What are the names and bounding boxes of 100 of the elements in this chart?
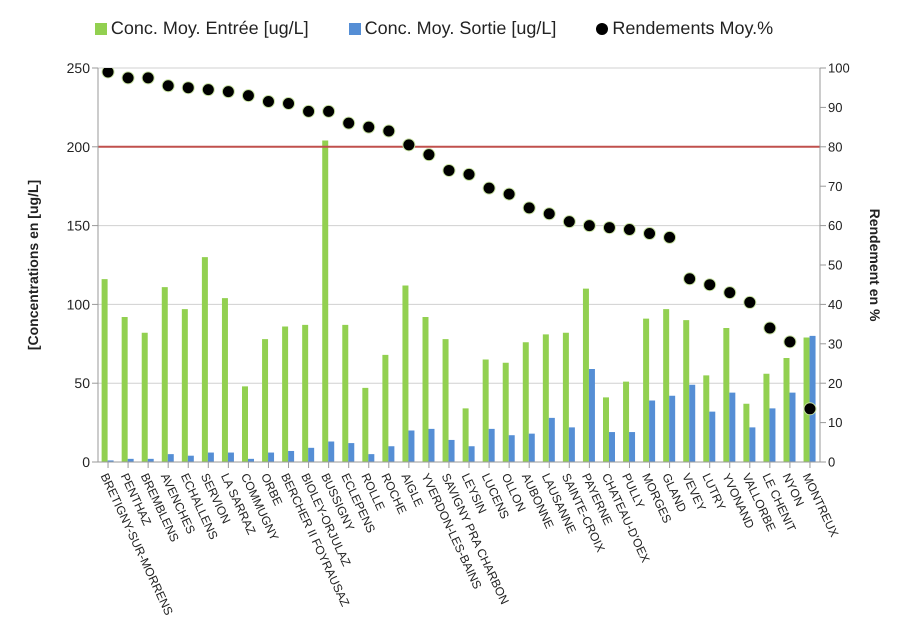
bar bbox=[709, 412, 716, 462]
y-tick-label: 100 bbox=[66, 296, 90, 312]
bar bbox=[603, 397, 609, 462]
bar bbox=[542, 334, 549, 462]
bar bbox=[462, 408, 469, 462]
bar bbox=[202, 257, 208, 462]
point bbox=[122, 71, 135, 84]
point bbox=[783, 335, 796, 348]
bar bbox=[228, 452, 234, 462]
point bbox=[743, 296, 756, 309]
bar bbox=[488, 428, 495, 462]
bar bbox=[342, 324, 348, 462]
bar bbox=[582, 288, 589, 462]
point bbox=[362, 120, 376, 134]
point bbox=[803, 402, 816, 416]
bar bbox=[743, 404, 750, 462]
point bbox=[643, 226, 656, 240]
point bbox=[482, 182, 496, 195]
y2-tick-label: 0 bbox=[828, 454, 836, 470]
point bbox=[663, 230, 676, 244]
bar bbox=[442, 339, 449, 462]
bar bbox=[723, 328, 730, 462]
y2-tick-label: 70 bbox=[828, 178, 842, 194]
bar bbox=[703, 375, 710, 462]
bar bbox=[162, 287, 168, 462]
y2-tick-label: 100 bbox=[828, 60, 850, 76]
bar bbox=[689, 384, 696, 462]
point bbox=[562, 215, 576, 228]
point bbox=[602, 221, 616, 234]
bar bbox=[502, 362, 509, 462]
point bbox=[382, 124, 396, 138]
bar bbox=[729, 392, 736, 462]
point bbox=[502, 188, 516, 201]
y2-tick-label: 50 bbox=[828, 258, 842, 273]
point bbox=[683, 272, 696, 286]
point bbox=[182, 81, 195, 94]
point bbox=[302, 104, 316, 118]
point bbox=[282, 96, 296, 110]
bar bbox=[388, 446, 394, 462]
bar bbox=[769, 408, 776, 462]
bar bbox=[422, 317, 428, 462]
bar bbox=[322, 140, 328, 462]
point bbox=[342, 116, 356, 130]
bar bbox=[643, 318, 650, 462]
bar bbox=[609, 432, 615, 462]
bar bbox=[182, 309, 188, 462]
bar bbox=[222, 298, 228, 462]
y-tick-label: 0 bbox=[82, 454, 90, 470]
point bbox=[582, 219, 596, 232]
bar bbox=[168, 454, 174, 462]
y-tick-label: 150 bbox=[66, 218, 90, 234]
point bbox=[222, 85, 235, 98]
bar bbox=[568, 427, 575, 462]
bar bbox=[268, 452, 274, 462]
bar bbox=[382, 354, 388, 462]
legend-label: Conc. Moy. Sortie [ug/L] bbox=[364, 18, 556, 38]
bar bbox=[102, 279, 108, 462]
bar bbox=[428, 428, 434, 462]
bar bbox=[790, 392, 796, 462]
point bbox=[322, 104, 336, 118]
bar bbox=[623, 382, 630, 462]
bar bbox=[588, 369, 595, 462]
bar bbox=[810, 336, 816, 462]
bar bbox=[302, 324, 308, 462]
bar bbox=[749, 427, 756, 462]
point bbox=[622, 223, 636, 236]
y-tick-label: 200 bbox=[66, 138, 90, 155]
bar bbox=[804, 337, 810, 462]
point bbox=[723, 286, 736, 300]
bar bbox=[548, 418, 555, 462]
bar bbox=[282, 326, 288, 462]
y2-axis-title: Rendement en % bbox=[867, 208, 884, 322]
point bbox=[703, 278, 716, 292]
point bbox=[522, 201, 536, 214]
bar bbox=[308, 448, 314, 462]
y-tick-label: 50 bbox=[74, 375, 90, 392]
bar bbox=[362, 388, 368, 462]
y-tick-label: 250 bbox=[66, 60, 90, 76]
bar bbox=[649, 400, 656, 462]
bar bbox=[562, 332, 569, 462]
bar bbox=[348, 443, 354, 462]
point bbox=[202, 83, 215, 96]
bar bbox=[142, 332, 148, 462]
bar bbox=[508, 435, 515, 462]
point bbox=[542, 207, 556, 220]
bar bbox=[368, 454, 374, 462]
point bbox=[442, 164, 456, 177]
bar bbox=[763, 374, 770, 462]
bar bbox=[629, 432, 636, 462]
y2-tick-label: 20 bbox=[828, 376, 842, 391]
point bbox=[242, 89, 255, 102]
point bbox=[763, 322, 776, 335]
bar bbox=[663, 309, 670, 462]
bar bbox=[288, 450, 294, 462]
point bbox=[422, 148, 436, 162]
bar bbox=[669, 396, 676, 462]
bar bbox=[528, 434, 535, 462]
bar bbox=[468, 446, 475, 462]
point bbox=[142, 71, 155, 84]
legend-label: Rendements Moy.% bbox=[612, 18, 774, 38]
